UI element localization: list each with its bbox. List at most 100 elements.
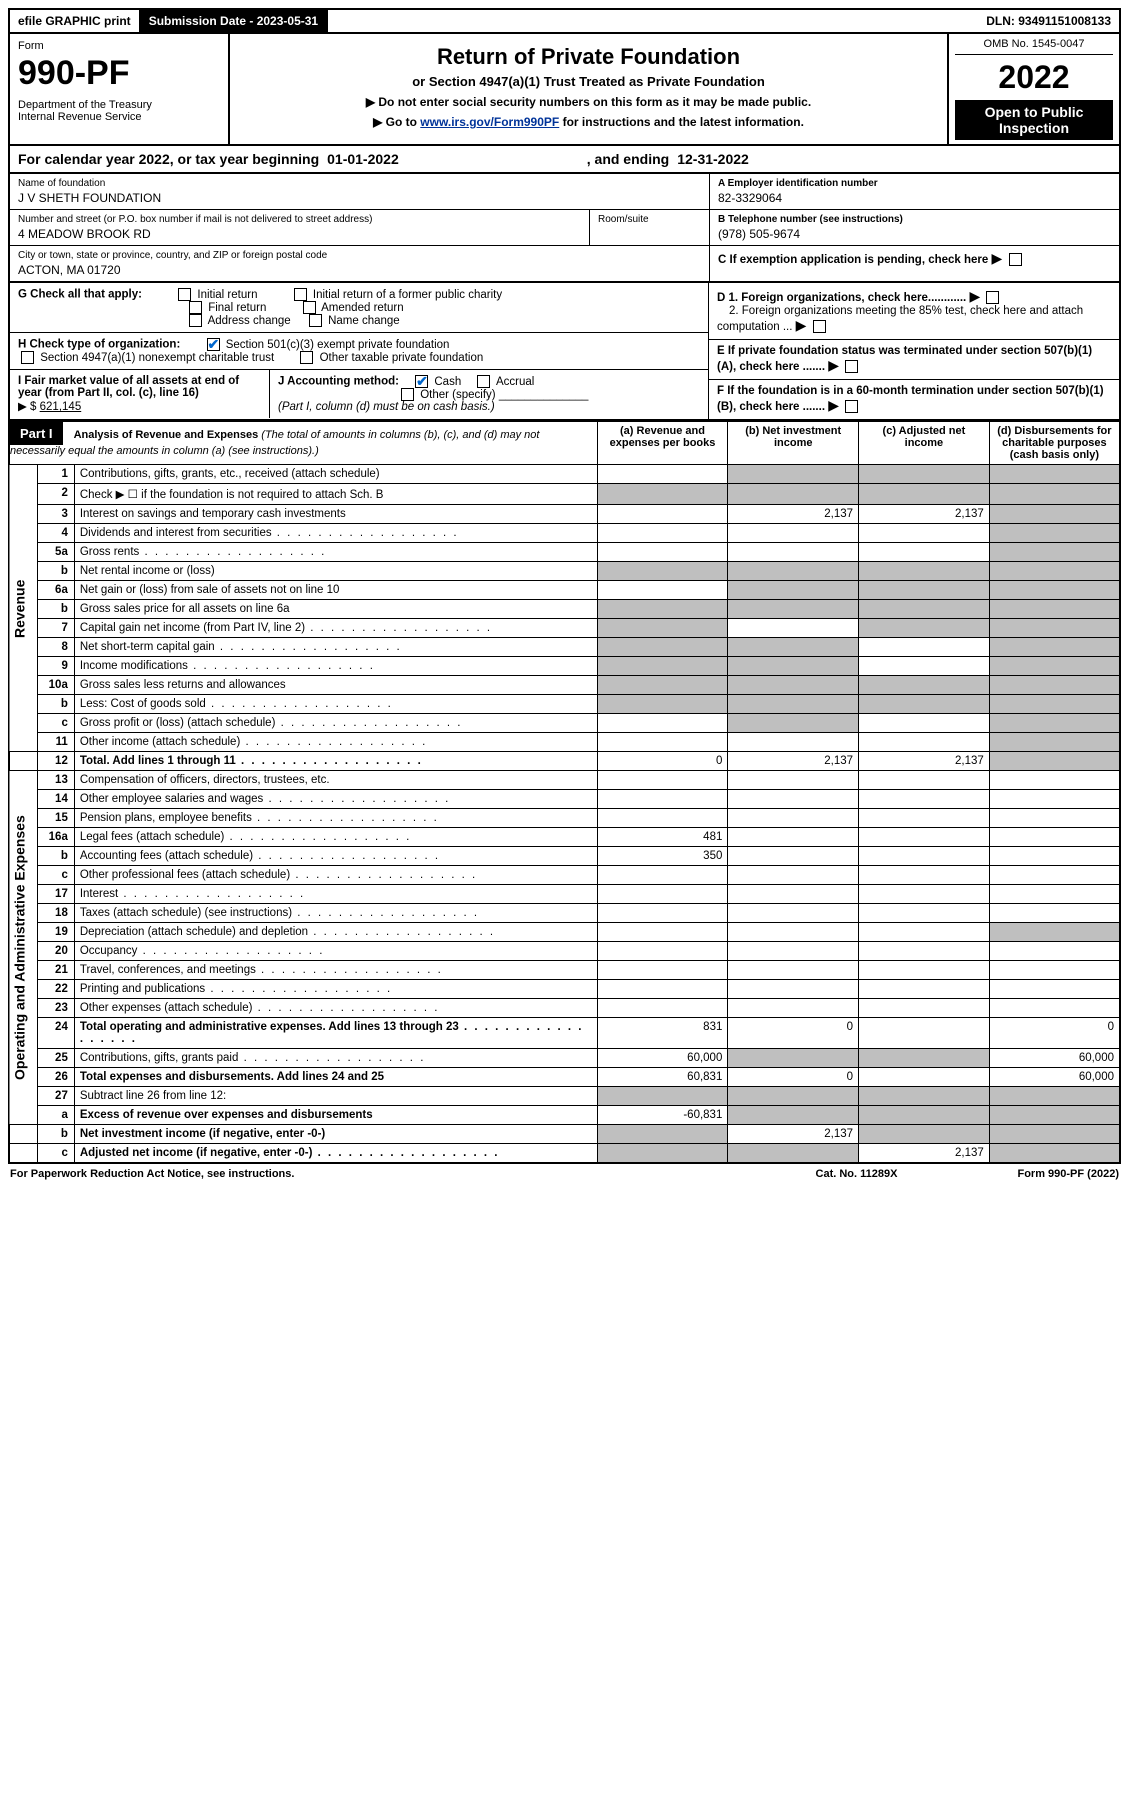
d2-arrow: ▶ bbox=[796, 317, 807, 333]
i-block: I Fair market value of all assets at end… bbox=[10, 370, 270, 418]
row-8: 8Net short-term capital gain bbox=[9, 638, 1120, 657]
g-initial-return-checkbox[interactable] bbox=[178, 288, 191, 301]
g-opt-1: Initial return of a former public charit… bbox=[313, 289, 502, 301]
j-cash-checkbox[interactable] bbox=[415, 375, 428, 388]
row-23: 23Other expenses (attach schedule) bbox=[9, 999, 1120, 1018]
r6a-desc: Net gain or (loss) from sale of assets n… bbox=[74, 581, 597, 600]
footer-left: For Paperwork Reduction Act Notice, see … bbox=[10, 1168, 294, 1180]
ein-label: A Employer identification number bbox=[718, 178, 1111, 189]
info-left-col: Name of foundation J V SHETH FOUNDATION … bbox=[10, 174, 709, 281]
name-label: Name of foundation bbox=[18, 178, 701, 189]
c-block: C If exemption application is pending, c… bbox=[710, 246, 1119, 271]
row-6a: 6aNet gain or (loss) from sale of assets… bbox=[9, 581, 1120, 600]
d1-checkbox[interactable] bbox=[986, 291, 999, 304]
r10b-desc: Less: Cost of goods sold bbox=[74, 695, 597, 714]
open-inspection: Open to Public Inspection bbox=[955, 100, 1113, 140]
r3-c: 2,137 bbox=[859, 505, 990, 524]
form-subtitle: or Section 4947(a)(1) Trust Treated as P… bbox=[238, 74, 939, 89]
r5a-desc: Gross rents bbox=[74, 543, 597, 562]
check-area: G Check all that apply: Initial return I… bbox=[8, 283, 1121, 421]
ein-value: 82-3329064 bbox=[718, 189, 1111, 205]
d1-arrow: ▶ bbox=[969, 288, 980, 304]
r14-desc: Other employee salaries and wages bbox=[74, 790, 597, 809]
footer-mid: Cat. No. 11289X bbox=[816, 1168, 898, 1180]
row-9: 9Income modifications bbox=[9, 657, 1120, 676]
r12-a: 0 bbox=[597, 752, 728, 771]
r27b-b: 2,137 bbox=[728, 1125, 859, 1144]
r1-desc: Contributions, gifts, grants, etc., rece… bbox=[74, 465, 597, 484]
cal-end: 12-31-2022 bbox=[677, 151, 749, 167]
g-row: G Check all that apply: Initial return I… bbox=[10, 283, 708, 333]
r13-desc: Compensation of officers, directors, tru… bbox=[74, 771, 597, 790]
r25-a: 60,000 bbox=[597, 1049, 728, 1068]
r12-b: 2,137 bbox=[728, 752, 859, 771]
r16b-desc: Accounting fees (attach schedule) bbox=[74, 847, 597, 866]
f-checkbox[interactable] bbox=[845, 400, 858, 413]
d-block: D 1. Foreign organizations, check here..… bbox=[709, 283, 1119, 340]
r9-desc: Income modifications bbox=[74, 657, 597, 676]
h-other-taxable-checkbox[interactable] bbox=[300, 351, 313, 364]
irs-link[interactable]: www.irs.gov/Form990PF bbox=[420, 115, 559, 129]
i-value: 621,145 bbox=[40, 401, 82, 413]
j-accrual-checkbox[interactable] bbox=[477, 375, 490, 388]
h-501c3-checkbox[interactable] bbox=[207, 338, 220, 351]
part1-label: Part I bbox=[10, 422, 63, 445]
submission-date: Submission Date - 2023-05-31 bbox=[141, 10, 328, 32]
r11-desc: Other income (attach schedule) bbox=[74, 733, 597, 752]
g-amended-checkbox[interactable] bbox=[303, 301, 316, 314]
g-initial-former-checkbox[interactable] bbox=[294, 288, 307, 301]
j-other-checkbox[interactable] bbox=[401, 388, 414, 401]
footer-year: 2022 bbox=[1091, 1168, 1115, 1180]
f-block: F If the foundation is in a 60-month ter… bbox=[709, 380, 1119, 419]
j-block: J Accounting method: Cash Accrual Other … bbox=[270, 370, 708, 418]
city-value: ACTON, MA 01720 bbox=[18, 261, 701, 277]
i-arrow: ▶ $ bbox=[18, 401, 36, 413]
d2-checkbox[interactable] bbox=[813, 320, 826, 333]
row-13: Operating and Administrative Expenses 13… bbox=[9, 771, 1120, 790]
c-checkbox[interactable] bbox=[1009, 253, 1022, 266]
g-address-change-checkbox[interactable] bbox=[189, 314, 202, 327]
h-4947-checkbox[interactable] bbox=[21, 351, 34, 364]
row-5a: 5aGross rents bbox=[9, 543, 1120, 562]
row-16c: cOther professional fees (attach schedul… bbox=[9, 866, 1120, 885]
phone-label: B Telephone number (see instructions) bbox=[718, 214, 1111, 225]
row-20: 20Occupancy bbox=[9, 942, 1120, 961]
row-27b: bNet investment income (if negative, ent… bbox=[9, 1125, 1120, 1144]
r2-desc: Check ▶ ☐ if the foundation is not requi… bbox=[80, 489, 384, 501]
r7-desc: Capital gain net income (from Part IV, l… bbox=[74, 619, 597, 638]
instr-link-line: ▶ Go to www.irs.gov/Form990PF for instru… bbox=[238, 115, 939, 129]
row-27c: cAdjusted net income (if negative, enter… bbox=[9, 1144, 1120, 1164]
row-19: 19Depreciation (attach schedule) and dep… bbox=[9, 923, 1120, 942]
r16a-desc: Legal fees (attach schedule) bbox=[74, 828, 597, 847]
r24-d: 0 bbox=[989, 1018, 1120, 1049]
phone-block: B Telephone number (see instructions) (9… bbox=[710, 210, 1119, 246]
h-opt-2: Section 4947(a)(1) nonexempt charitable … bbox=[40, 352, 274, 364]
part1-header-row: Part I Analysis of Revenue and Expenses … bbox=[9, 422, 1120, 465]
row-16a: 16aLegal fees (attach schedule) 481 bbox=[9, 828, 1120, 847]
row-1: Revenue 1Contributions, gifts, grants, e… bbox=[9, 465, 1120, 484]
c-text: C If exemption application is pending, c… bbox=[718, 254, 988, 266]
g-opt-3: Amended return bbox=[321, 302, 403, 314]
d1-text: D 1. Foreign organizations, check here..… bbox=[717, 292, 966, 304]
row-27a: aExcess of revenue over expenses and dis… bbox=[9, 1106, 1120, 1125]
row-24: 24Total operating and administrative exp… bbox=[9, 1018, 1120, 1049]
g-final-return-checkbox[interactable] bbox=[189, 301, 202, 314]
f-arrow: ▶ bbox=[828, 397, 839, 413]
i-label: I Fair market value of all assets at end… bbox=[18, 375, 239, 399]
e-checkbox[interactable] bbox=[845, 360, 858, 373]
calendar-year-row: For calendar year 2022, or tax year begi… bbox=[8, 146, 1121, 174]
r3-b: 2,137 bbox=[728, 505, 859, 524]
form-word: Form bbox=[18, 40, 220, 52]
row-22: 22Printing and publications bbox=[9, 980, 1120, 999]
ein-block: A Employer identification number 82-3329… bbox=[710, 174, 1119, 210]
g-name-change-checkbox[interactable] bbox=[309, 314, 322, 327]
r17-desc: Interest bbox=[74, 885, 597, 904]
room-label: Room/suite bbox=[598, 214, 701, 225]
form-title: Return of Private Foundation bbox=[238, 44, 939, 70]
row-10a: 10aGross sales less returns and allowanc… bbox=[9, 676, 1120, 695]
col-d-header: (d) Disbursements for charitable purpose… bbox=[989, 422, 1120, 465]
r4-desc: Dividends and interest from securities bbox=[74, 524, 597, 543]
name-block: Name of foundation J V SHETH FOUNDATION bbox=[10, 174, 709, 210]
h-opt-1: Section 501(c)(3) exempt private foundat… bbox=[226, 339, 450, 351]
addr-value: 4 MEADOW BROOK RD bbox=[18, 225, 581, 241]
